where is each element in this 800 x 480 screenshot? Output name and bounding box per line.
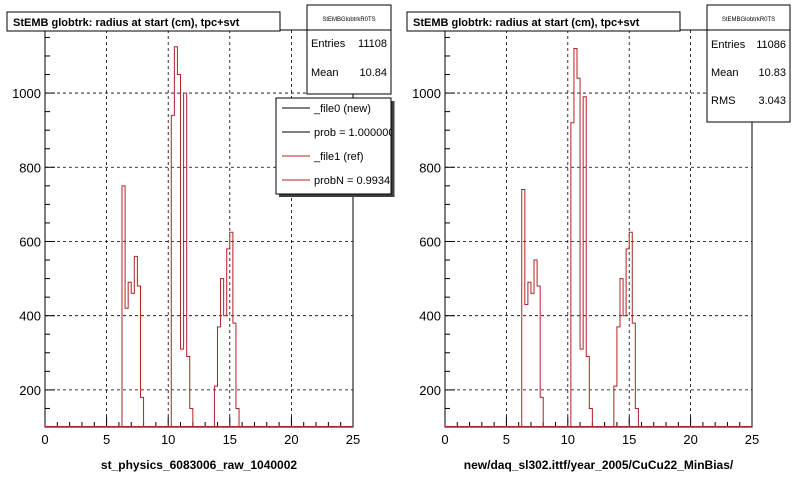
x-tick-label: 20 xyxy=(683,432,697,447)
title-box xyxy=(406,11,681,32)
x-tick-label: 25 xyxy=(346,432,360,447)
y-tick-label: 400 xyxy=(419,309,441,324)
y-tick-label: 200 xyxy=(19,383,41,398)
stats-header: StEMBGlobtrkR0TS xyxy=(722,17,775,23)
legend-entry: probN = 0.993417 xyxy=(314,175,402,187)
x-tick-label: 25 xyxy=(745,432,759,447)
stats-value: 11086 xyxy=(756,39,786,51)
y-tick-label: 1000 xyxy=(12,86,41,101)
title-box xyxy=(6,11,281,32)
plot-frame xyxy=(44,29,354,428)
histogram-series xyxy=(121,46,240,427)
legend-box xyxy=(275,97,392,195)
legend-entry: _file1 (ref) xyxy=(313,151,364,163)
y-tick-label: 1000 xyxy=(412,86,441,101)
chart-title: StEMB globtrk: radius at start (cm), tpc… xyxy=(413,17,640,29)
stats-header: StEMBGlobtrkR0TS xyxy=(322,17,375,23)
x-axis-label: new/daq_sl302.ittf/year_2005/CuCu22_MinB… xyxy=(464,458,734,472)
y-tick-label: 200 xyxy=(419,383,441,398)
stats-value: 11108 xyxy=(358,38,387,50)
y-tick-label: 400 xyxy=(19,309,41,324)
legend-entry: prob = 1.000000 xyxy=(314,127,394,139)
x-tick-label: 15 xyxy=(622,432,636,447)
stats-label: Mean xyxy=(311,67,339,79)
x-axis-label: st_physics_6083006_raw_1040002 xyxy=(101,458,297,472)
x-tick-label: 5 xyxy=(103,432,110,447)
legend-entry: _file0 (new) xyxy=(313,103,371,115)
y-tick-label: 600 xyxy=(419,234,441,249)
histogram-series xyxy=(521,48,639,427)
x-tick-label: 20 xyxy=(284,432,298,447)
plot-frame xyxy=(444,29,753,428)
chart-title: StEMB globtrk: radius at start (cm), tpc… xyxy=(13,17,240,29)
stats-value: 10.84 xyxy=(359,67,387,79)
stats-label: Entries xyxy=(311,38,346,50)
x-tick-label: 10 xyxy=(561,432,575,447)
x-tick-label: 0 xyxy=(441,432,448,447)
y-tick-label: 600 xyxy=(19,234,41,249)
stats-value: 10.83 xyxy=(758,67,786,79)
stats-box xyxy=(706,4,791,123)
right-histogram-panel: 0 5 10 15 20 25 200 400 600 800 1000 StEMB globtrk:… xyxy=(406,4,791,472)
y-tick-label: 800 xyxy=(19,160,41,175)
stats-value: 3.043 xyxy=(758,95,786,107)
stats-label: Mean xyxy=(711,67,739,79)
x-tick-label: 5 xyxy=(503,432,510,447)
stats-label: Entries xyxy=(711,39,746,51)
legend-shadow-edge xyxy=(391,101,395,197)
x-tick-label: 0 xyxy=(41,432,48,447)
y-tick-label: 800 xyxy=(419,160,441,175)
x-tick-label: 10 xyxy=(161,432,175,447)
stats-box xyxy=(306,4,392,95)
x-tick-label: 15 xyxy=(223,432,237,447)
stats-label: RMS xyxy=(711,95,735,107)
